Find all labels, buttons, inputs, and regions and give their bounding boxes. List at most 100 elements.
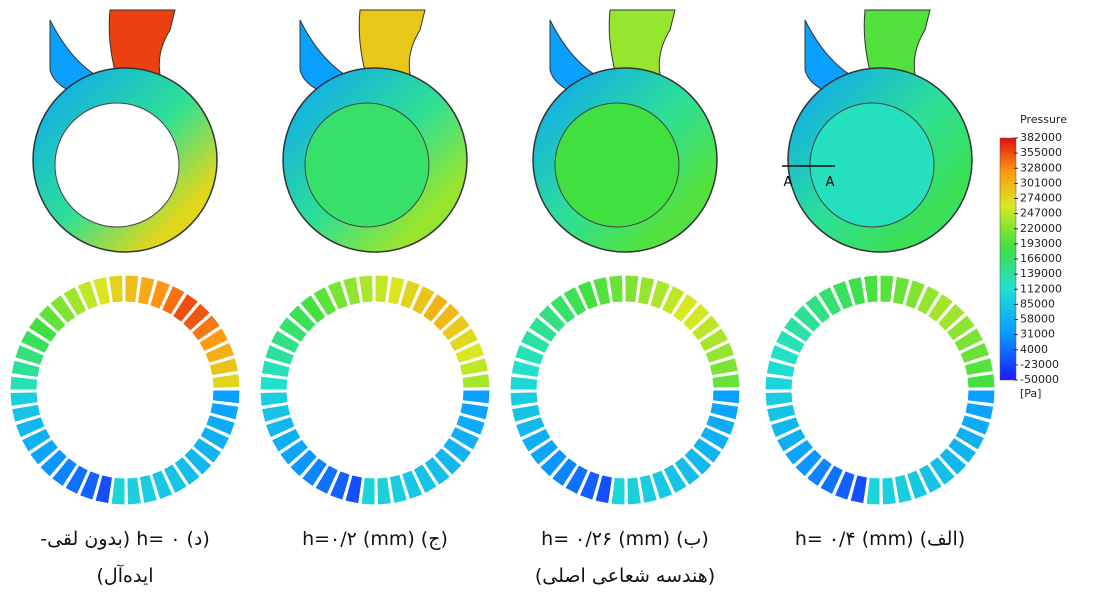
blade xyxy=(278,438,310,467)
blade xyxy=(264,415,296,439)
blade xyxy=(817,285,843,317)
blade xyxy=(150,469,174,501)
colorbar-tick-label: 355000 xyxy=(1020,146,1062,159)
blade xyxy=(550,457,579,488)
blade xyxy=(562,285,588,317)
blade xyxy=(528,438,560,467)
blade xyxy=(564,464,590,496)
colorbar-tick-label: 382000 xyxy=(1020,131,1062,144)
volute-core xyxy=(304,102,430,228)
blade xyxy=(20,427,52,453)
blade xyxy=(423,455,452,487)
colorbar-tick-label: 301000 xyxy=(1020,176,1062,189)
blade xyxy=(660,284,686,316)
caption: (ب) h= ۰/۲۶ (mm) xyxy=(541,528,709,550)
caption: (هندسه شعاعی اصلی) xyxy=(535,565,715,587)
blade xyxy=(126,476,142,506)
blade xyxy=(312,285,338,317)
blade xyxy=(638,473,659,505)
blade xyxy=(149,279,172,310)
blade xyxy=(110,476,126,506)
blade xyxy=(260,359,291,379)
blade xyxy=(708,356,740,377)
blade xyxy=(14,343,45,366)
blade xyxy=(926,292,955,323)
caption: ایده‌آل) xyxy=(97,563,154,587)
blade xyxy=(698,327,730,353)
blade xyxy=(433,446,463,477)
blade xyxy=(190,313,222,342)
blade xyxy=(705,414,736,437)
caption: (ج) h=۰/۲ (mm) xyxy=(302,528,448,550)
blade xyxy=(905,469,929,501)
blade xyxy=(591,275,612,307)
section-label: A xyxy=(826,175,835,190)
blade xyxy=(769,415,801,439)
blade xyxy=(183,446,213,477)
blade xyxy=(94,474,114,505)
blade xyxy=(538,448,569,478)
blade xyxy=(793,448,824,478)
blade xyxy=(819,464,845,496)
blade xyxy=(454,341,486,365)
blade xyxy=(260,403,292,424)
blade xyxy=(181,302,212,332)
blade xyxy=(594,474,614,505)
blade xyxy=(38,448,69,478)
blade xyxy=(765,359,796,379)
blade xyxy=(270,427,302,453)
blade xyxy=(264,343,295,366)
colorbar-tick-label: 220000 xyxy=(1020,222,1062,235)
panel xyxy=(9,9,241,506)
blade xyxy=(514,415,546,439)
blade xyxy=(277,315,308,344)
blade xyxy=(711,389,741,405)
blade xyxy=(831,279,855,311)
blade xyxy=(9,391,39,407)
colorbar-tick-label: 328000 xyxy=(1020,161,1062,174)
blade xyxy=(360,476,376,506)
blade xyxy=(960,414,991,437)
blade xyxy=(510,359,541,379)
colorbar-tick-label: 139000 xyxy=(1020,267,1062,280)
blade xyxy=(520,427,552,453)
caption: (الف) h= ۰/۴ (mm) xyxy=(795,528,965,550)
blade xyxy=(76,279,100,311)
blade xyxy=(208,356,240,377)
colorbar xyxy=(999,137,1017,381)
colorbar-tick-label: 274000 xyxy=(1020,192,1062,205)
blade xyxy=(548,293,577,325)
blade xyxy=(209,401,240,421)
blade xyxy=(205,414,236,437)
blade xyxy=(774,329,806,355)
blade xyxy=(192,436,223,465)
blade xyxy=(64,464,90,496)
blade xyxy=(953,327,985,353)
blade xyxy=(769,343,800,366)
blade xyxy=(27,315,58,344)
blade xyxy=(48,293,77,325)
blade xyxy=(947,436,978,465)
blade xyxy=(610,476,626,506)
blade xyxy=(673,455,702,487)
blade xyxy=(904,279,927,310)
colorbar-tick-label: 193000 xyxy=(1020,237,1062,250)
blade xyxy=(440,313,472,342)
colorbar-tick-label: 85000 xyxy=(1020,297,1055,310)
blade xyxy=(578,470,601,501)
blade xyxy=(138,473,159,505)
blade xyxy=(449,425,481,451)
volute-core xyxy=(554,102,680,228)
blade xyxy=(269,329,301,355)
blade xyxy=(537,303,567,334)
blade xyxy=(173,455,202,487)
blade xyxy=(846,275,867,307)
blade xyxy=(328,470,351,501)
blade xyxy=(576,279,600,311)
blade xyxy=(358,274,374,304)
colorbar-unit: [Pa] xyxy=(1020,387,1041,400)
blade xyxy=(938,446,968,477)
panel xyxy=(764,9,996,506)
blade xyxy=(782,315,813,344)
blade xyxy=(849,474,869,505)
